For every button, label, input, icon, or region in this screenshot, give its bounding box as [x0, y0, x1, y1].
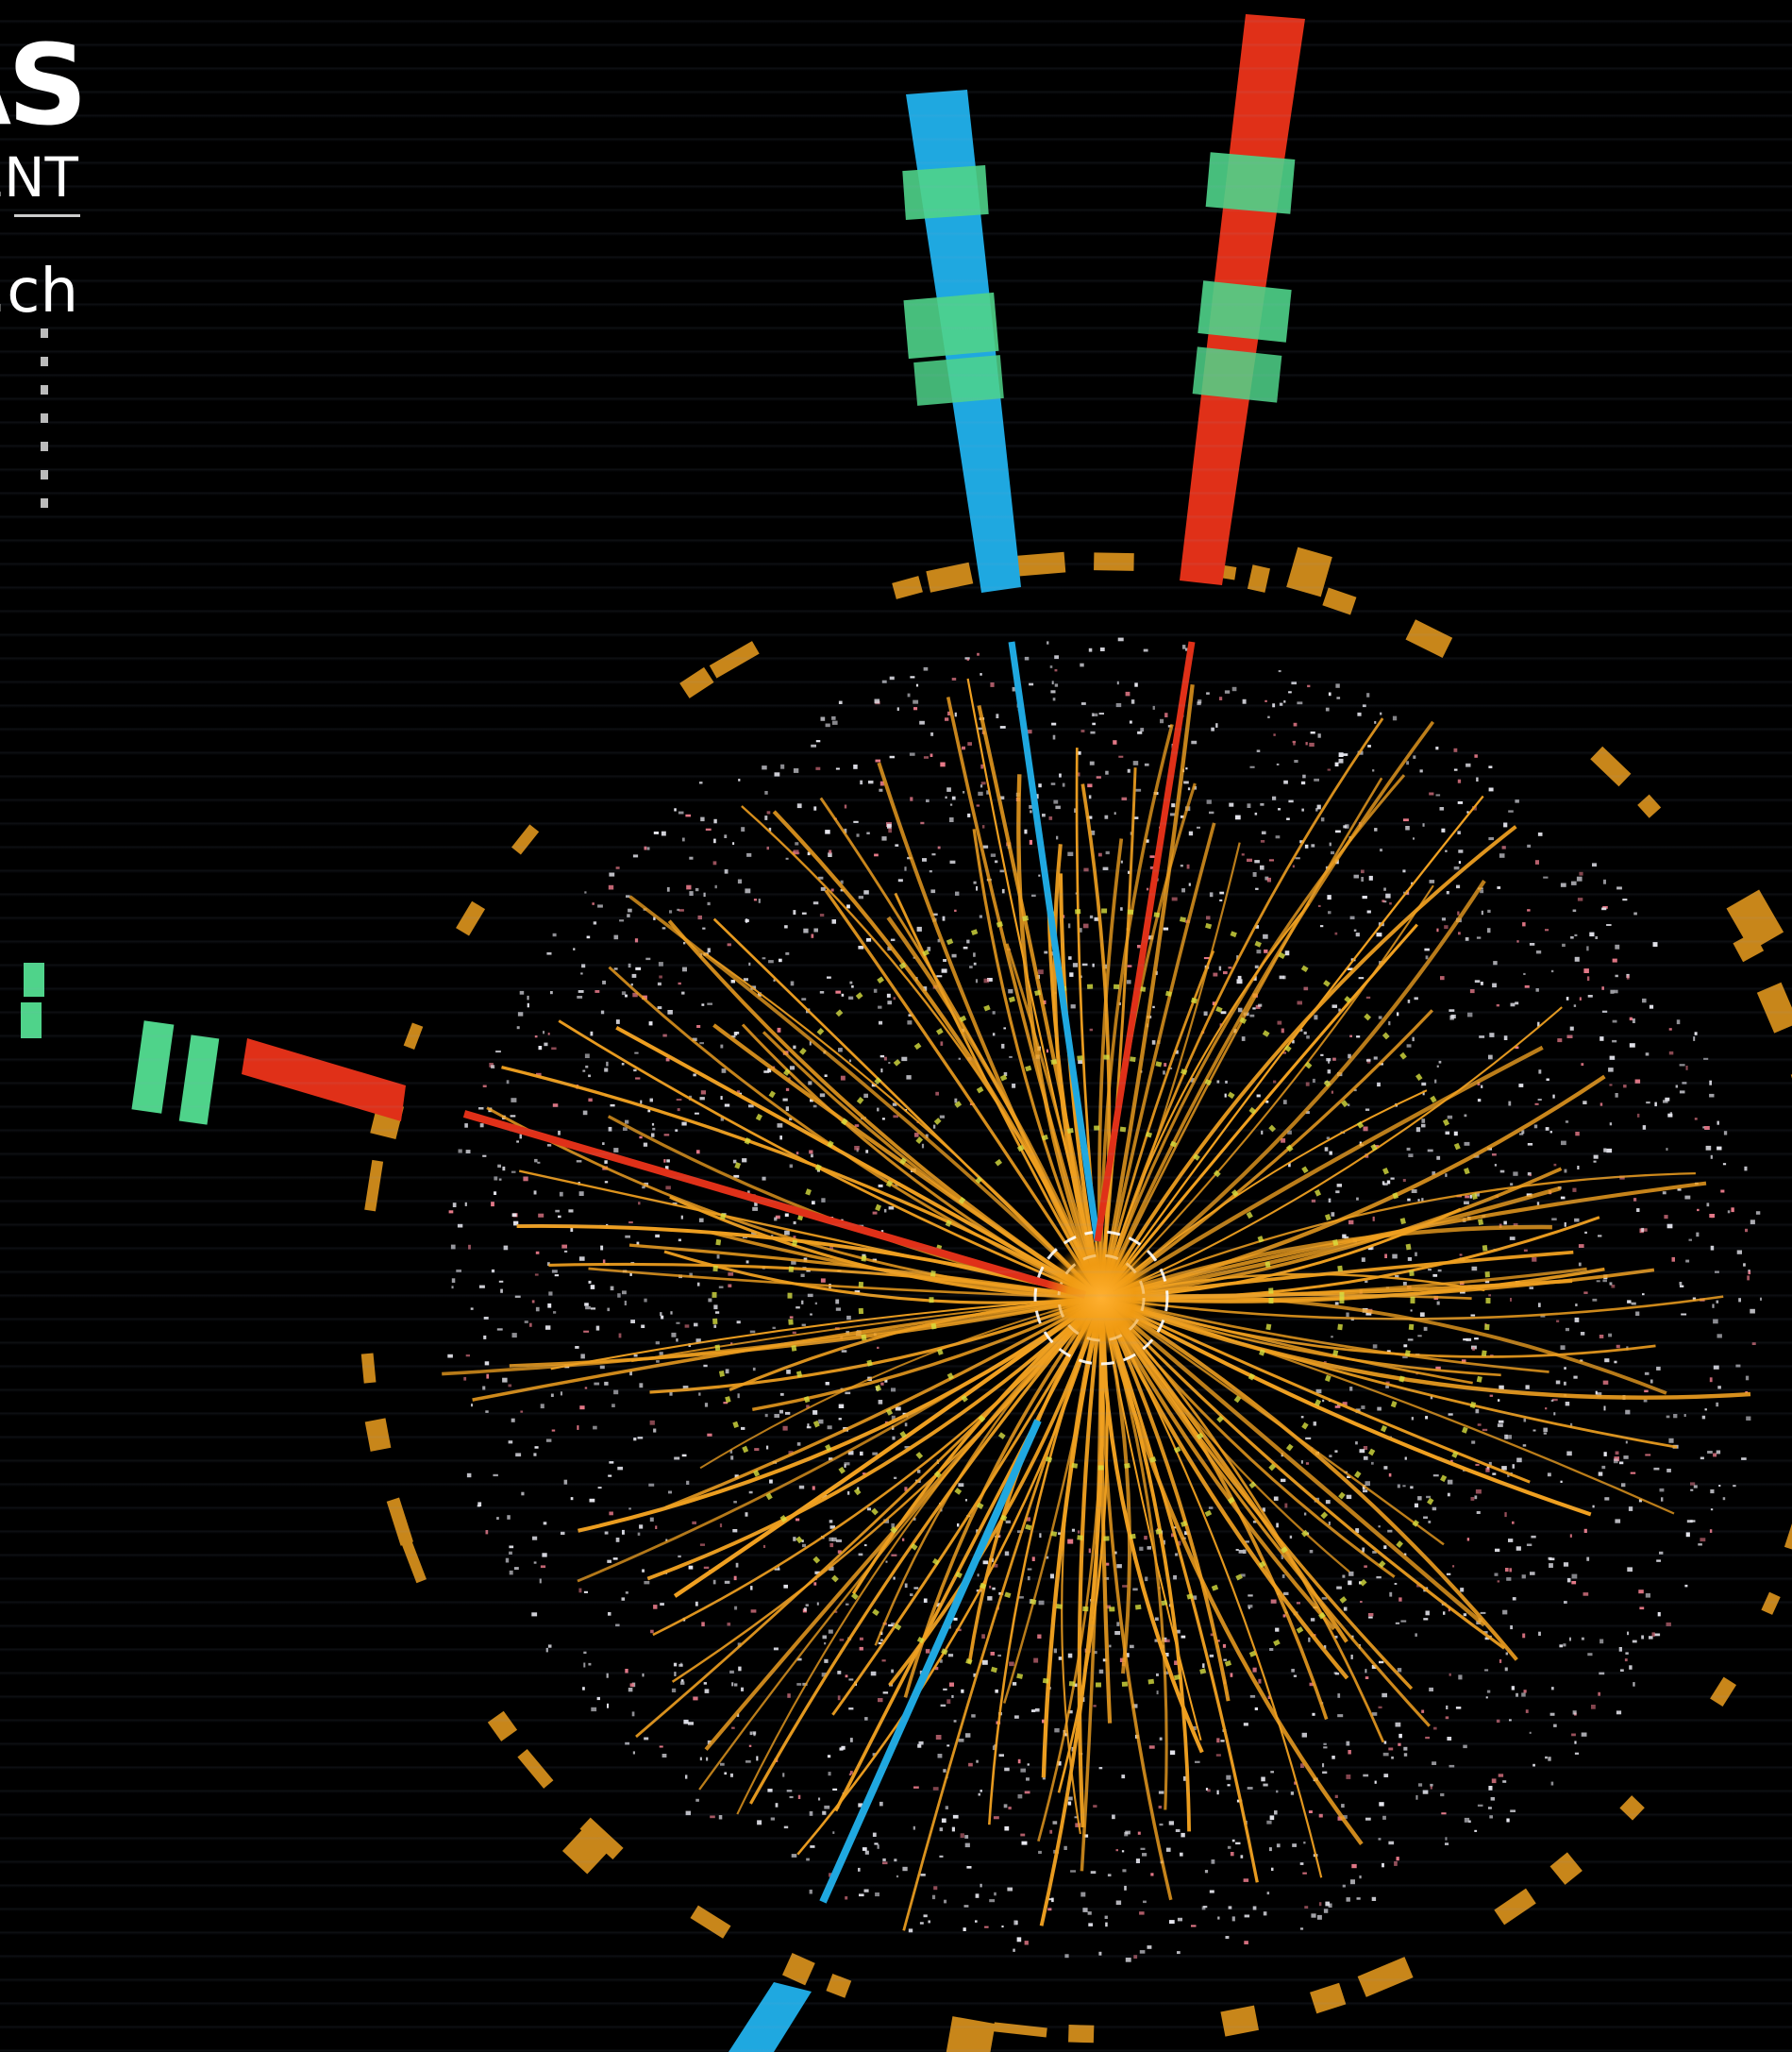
calorimeter-ring	[360, 547, 1792, 2052]
muon-tower-blue-upper	[902, 90, 1021, 593]
logo-url: http://atlas.ch	[0, 257, 78, 327]
electron-track-upper	[1094, 641, 1196, 1242]
interaction-point	[1045, 1241, 1158, 1354]
charged-tracks	[442, 678, 1751, 1931]
logo-wordmark: ATLAS	[0, 28, 88, 150]
electron-tower-red-left	[21, 963, 406, 1125]
muon-track-lower	[819, 1419, 1042, 1904]
muon-track-upper	[1008, 641, 1101, 1242]
experiment-logo: ATLAS EXPERIMENT http://atlas.ch	[0, 28, 90, 519]
muon-tower-blue-lower	[729, 1982, 812, 2052]
logo-subline: EXPERIMENT	[0, 145, 78, 210]
logo-divider	[14, 214, 80, 217]
electron-track-left	[462, 1110, 1087, 1299]
logo-tick-marks	[41, 328, 48, 517]
electron-tower-red-upper	[1180, 14, 1305, 585]
